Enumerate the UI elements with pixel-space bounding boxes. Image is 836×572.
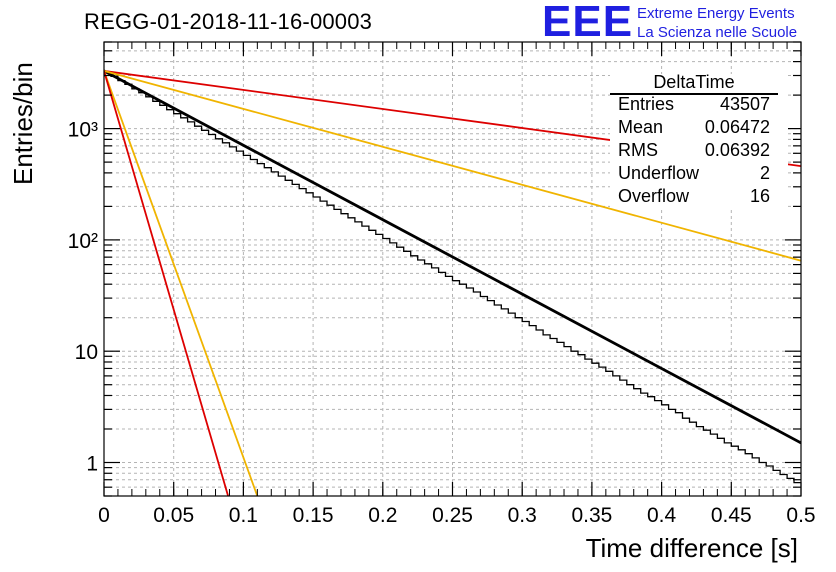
x-tick-label: 0.25 [432, 504, 473, 527]
series-fit [104, 69, 801, 445]
stats-label: Mean [618, 117, 663, 137]
stats-box-background [610, 74, 788, 208]
x-tick-label: 0.15 [293, 504, 334, 527]
stats-value: 2 [760, 163, 770, 183]
y-tick-label: 10² [68, 230, 98, 253]
label-layer: 0 0.05 0.1 0.15 0.2 0.25 0.3 0.35 0.4 0.45 0.5 1 10 1… [68, 119, 816, 527]
x-tick-label: 0.35 [571, 504, 612, 527]
x-tick-label: 0.2 [368, 504, 397, 527]
eee-logo: EEE [542, 0, 634, 46]
stats-value: 43507 [720, 94, 770, 114]
y-tick-label: 10³ [68, 119, 98, 142]
logo-caption-line1: Extreme Energy Events [637, 5, 795, 22]
curves-group [104, 69, 801, 496]
y-tick-label: 1 [86, 452, 98, 475]
series-red_fast [104, 70, 229, 496]
x-tick-label: 0.3 [508, 504, 537, 527]
x-tick-label: 0 [98, 504, 110, 527]
x-tick-label: 0.05 [153, 504, 194, 527]
stats-title: DeltaTime [653, 72, 734, 92]
stats-label: Entries [618, 94, 674, 114]
x-tick-label: 0.5 [786, 504, 815, 527]
x-tick-label: 0.1 [229, 504, 258, 527]
y-axis-title: Entries/bin [8, 62, 38, 185]
stats-value: 16 [750, 186, 770, 206]
tick-layer [103, 41, 802, 497]
stats-box: DeltaTime Entries 43507 Mean 0.06472 RMS 0.06… [610, 72, 788, 208]
logo-caption-line2: La Scienza nelle Scuole [637, 24, 798, 41]
stats-label: RMS [618, 140, 658, 160]
x-tick-label: 0.4 [647, 504, 677, 527]
stats-value: 0.06392 [705, 140, 770, 160]
series-yellow_slow [104, 70, 801, 262]
x-axis-title: Time difference [s] [586, 533, 798, 563]
series-yellow_fast [104, 70, 259, 496]
stats-label: Overflow [618, 186, 690, 206]
y-tick-label: 10 [75, 341, 98, 364]
stats-label: Underflow [618, 163, 700, 183]
logo-caption: Extreme Energy Events La Scienza nelle S… [637, 4, 797, 42]
x-tick-label: 0.45 [711, 504, 752, 527]
data-layer [104, 69, 801, 496]
stats-value: 0.06472 [705, 117, 770, 137]
histogram-steps [104, 71, 801, 484]
run-title: REGG-01-2018-11-16-00003 [84, 9, 373, 34]
